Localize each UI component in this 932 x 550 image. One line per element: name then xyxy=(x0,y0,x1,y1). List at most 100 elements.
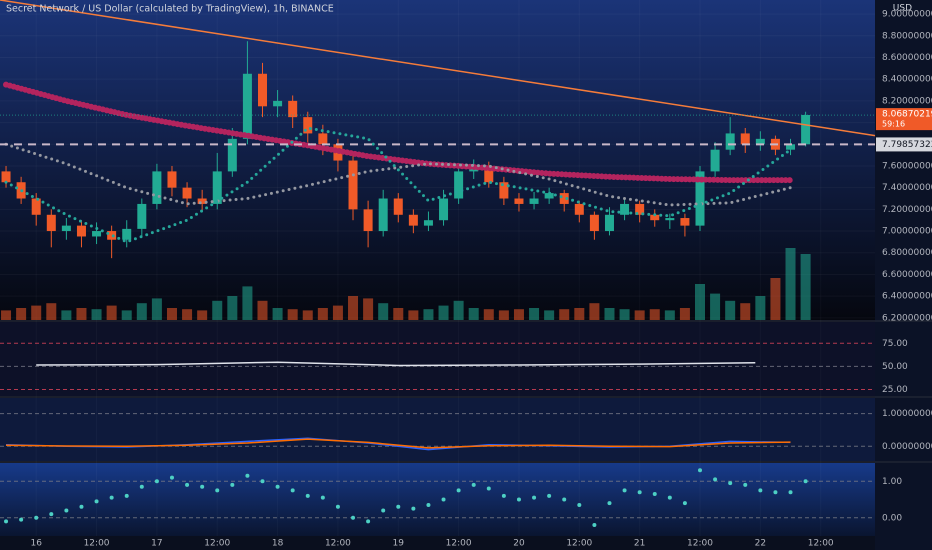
candle-body xyxy=(182,187,192,199)
x-tick-label: 12:00 xyxy=(566,539,592,549)
y-tick-label: 25.00 xyxy=(882,385,908,395)
oscillator-dot xyxy=(547,493,552,498)
oscillator-dot xyxy=(396,504,401,509)
countdown-label: 59:16 xyxy=(882,120,905,129)
y-tick-label: 1.00000000 xyxy=(882,409,932,419)
oscillator-dot xyxy=(411,506,416,511)
candle-body xyxy=(529,198,539,204)
oscillator-dot xyxy=(275,484,280,489)
volume-bar xyxy=(574,308,585,320)
x-tick-label: 18 xyxy=(272,539,284,549)
volume-bar xyxy=(46,303,57,320)
indicator-line xyxy=(5,438,791,449)
oscillator-dot xyxy=(49,512,54,517)
volume-bar xyxy=(589,303,600,320)
x-tick-label: 12:00 xyxy=(84,539,110,549)
x-tick-label: 12:00 xyxy=(446,539,472,549)
candle-body xyxy=(680,218,690,226)
volume-bar xyxy=(106,305,117,320)
last-price-label: 8.06870219 xyxy=(882,110,932,120)
oscillator-dot xyxy=(169,475,174,480)
oscillator-dot xyxy=(682,501,687,506)
oscillator-dot xyxy=(19,517,24,522)
volume-bar xyxy=(408,310,419,320)
candle-body xyxy=(31,198,41,215)
currency-label: USD xyxy=(893,4,912,14)
oscillator-dot xyxy=(652,492,657,497)
oscillator-dot xyxy=(486,486,491,491)
candle-body xyxy=(303,117,313,134)
last-price-box xyxy=(876,108,932,131)
oscillator-dot xyxy=(562,497,567,502)
x-tick-label: 22 xyxy=(755,539,766,549)
y-tick-label: 0.00000000 xyxy=(882,442,932,452)
oscillator-dot xyxy=(426,502,431,507)
oscillator-dot xyxy=(667,495,672,500)
volume-bar xyxy=(16,308,27,320)
oscillator-dot xyxy=(532,495,537,500)
oscillator-dot xyxy=(230,482,235,487)
oscillator-dot xyxy=(728,481,733,486)
oscillator-dot xyxy=(743,482,748,487)
oscillator-dot xyxy=(34,515,39,520)
candle-body xyxy=(484,165,494,183)
candle-body xyxy=(514,198,524,204)
candle-body xyxy=(212,171,222,204)
volume-bar xyxy=(332,305,343,320)
candle-body xyxy=(695,171,705,226)
candle-body xyxy=(408,214,418,226)
oscillator-dot xyxy=(4,519,9,524)
volume-bar xyxy=(634,310,645,320)
macd-pane xyxy=(0,398,875,461)
oscillator-dot xyxy=(351,515,356,520)
volume-bar xyxy=(740,303,751,320)
y-tick-label: 1.00 xyxy=(882,477,902,487)
volume-bar xyxy=(695,284,705,320)
candle-body xyxy=(574,203,584,215)
oscillator-pane xyxy=(0,463,875,536)
x-tick-label: 12:00 xyxy=(687,539,713,549)
y-tick-label: 7.40000000 xyxy=(882,183,932,193)
volume-bar xyxy=(31,305,42,320)
candle-body xyxy=(620,203,630,215)
y-tick-label: 9.00000000 xyxy=(882,10,932,20)
oscillator-dot xyxy=(803,479,808,484)
volume-bar xyxy=(438,305,449,320)
volume-bar xyxy=(197,310,208,320)
oscillator-dot xyxy=(154,479,159,484)
y-tick-label: 7.00000000 xyxy=(882,227,932,237)
oscillator-dot xyxy=(607,501,612,506)
volume-bar xyxy=(785,248,796,320)
y-tick-label: 6.40000000 xyxy=(882,292,932,302)
oscillator-dot xyxy=(441,497,446,502)
candle-body xyxy=(363,209,373,232)
oscillator-dot xyxy=(320,495,325,500)
rsi-pane xyxy=(0,322,875,396)
y-tick-label: 50.00 xyxy=(882,362,908,372)
volume-bar xyxy=(257,300,268,320)
candle-body xyxy=(725,133,735,150)
volume-bar xyxy=(76,308,87,320)
candle-body xyxy=(227,138,237,172)
candle-body xyxy=(92,231,102,237)
x-tick-label: 16 xyxy=(30,539,42,549)
oscillator-dot xyxy=(758,488,763,493)
candle-body xyxy=(46,214,56,232)
volume-bar xyxy=(393,308,404,320)
x-tick-label: 20 xyxy=(513,539,525,549)
y-tick-label: 75.00 xyxy=(882,339,908,349)
oscillator-dot xyxy=(713,477,718,482)
candle-body xyxy=(801,114,811,145)
volume-bar xyxy=(468,308,479,320)
volume-bar xyxy=(287,309,298,320)
volume-bar xyxy=(242,286,253,320)
oscillator-dot xyxy=(456,488,461,493)
candle-body xyxy=(137,203,147,229)
oscillator-dot xyxy=(471,482,476,487)
candle-body xyxy=(589,214,599,232)
oscillator-dot xyxy=(245,473,250,478)
price-axis xyxy=(875,0,932,550)
candle-body xyxy=(258,73,267,107)
volume-bar xyxy=(725,300,736,320)
